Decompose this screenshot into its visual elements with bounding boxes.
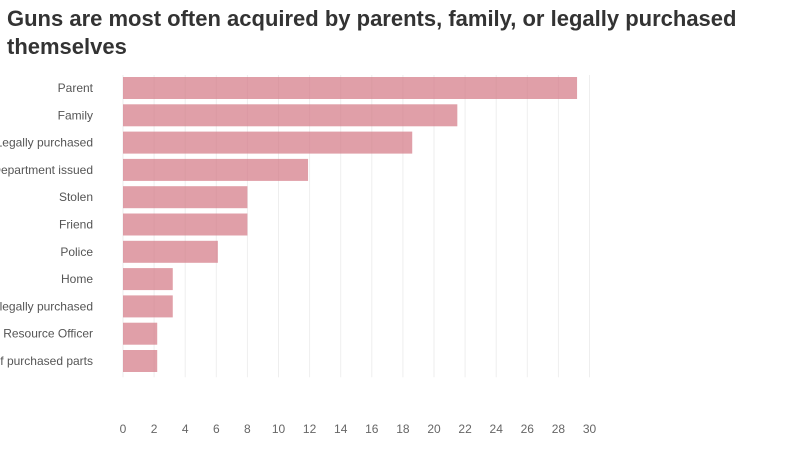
bar-police (123, 240, 218, 263)
x-tick-label-2: 2 (151, 422, 158, 436)
category-label-police: Police (60, 245, 93, 259)
bar-stolen (123, 186, 248, 209)
bar-friend (123, 213, 248, 236)
chart-title: Guns are most often acquired by parents,… (7, 6, 737, 59)
x-tick-label-20: 20 (427, 422, 441, 436)
category-labels: Parent Family Legally purchased Department … (0, 81, 94, 368)
x-tick-label-30: 30 (583, 422, 597, 436)
x-tick-label-10: 10 (272, 422, 286, 436)
bars (123, 77, 578, 372)
x-tick-label-16: 16 (365, 422, 379, 436)
x-tick-label-4: 4 (182, 422, 189, 436)
x-tick-label-0: 0 (120, 422, 127, 436)
category-label-department-issued: Department issued (0, 163, 93, 177)
category-label-home: Home (61, 272, 93, 286)
category-label-illegally-purchased: Illegally purchased (0, 299, 93, 313)
category-label-family: Family (58, 108, 93, 122)
x-tick-label-14: 14 (334, 422, 348, 436)
bar-legally-purchased (123, 131, 413, 154)
x-tick-label-22: 22 (458, 422, 472, 436)
category-label-self-purchased-parts: Self purchased parts (0, 354, 93, 368)
x-tick-label-6: 6 (213, 422, 220, 436)
bar-illegally-purchased (123, 295, 173, 318)
category-label-legally-purchased: Legally purchased (0, 136, 93, 150)
x-tick-label-8: 8 (244, 422, 251, 436)
bar-parent (123, 77, 578, 99)
bar-home (123, 268, 173, 291)
category-label-friend: Friend (59, 218, 93, 232)
bar-self-purchased-parts (123, 350, 158, 372)
bar-department-issued (123, 158, 309, 181)
x-tick-label-18: 18 (396, 422, 410, 436)
category-label-parent: Parent (58, 81, 94, 95)
x-tick-label-26: 26 (521, 422, 535, 436)
category-label-resource-officer: Resource Officer (3, 327, 93, 341)
x-tick-label-12: 12 (303, 422, 317, 436)
x-tick-label-28: 28 (552, 422, 566, 436)
bar-resource-officer (123, 322, 158, 345)
category-label-stolen: Stolen (59, 190, 93, 204)
bar-family (123, 104, 458, 127)
x-tick-label-24: 24 (490, 422, 504, 436)
x-axis-ticks: 0 2 4 6 8 10 12 14 16 18 20 22 24 26 28 30 (120, 422, 597, 436)
